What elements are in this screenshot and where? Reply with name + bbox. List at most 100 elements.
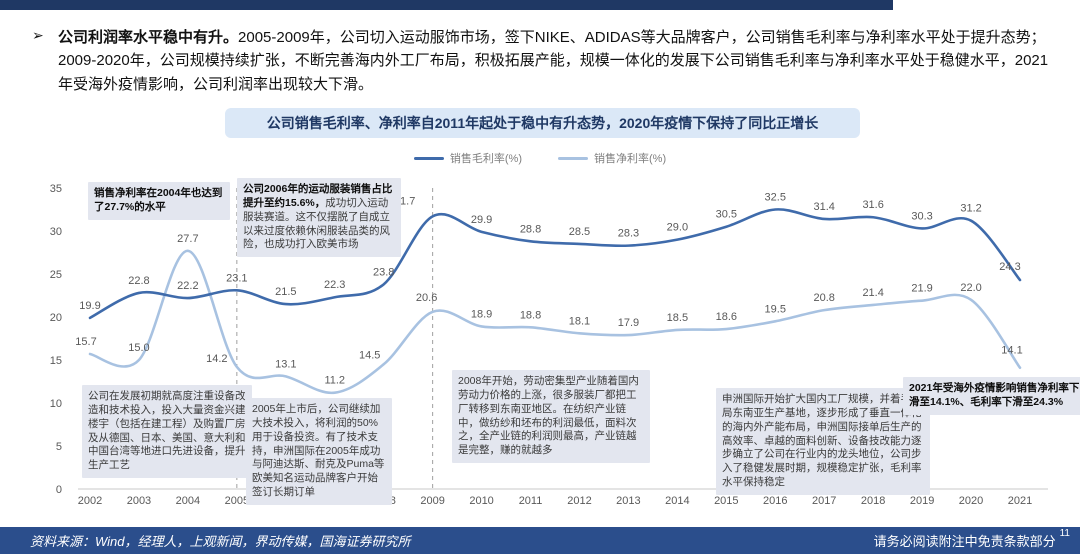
data-label: 17.9 bbox=[618, 317, 639, 329]
annotation-text: 2008年开始，劳动密集型产业随着国内劳动力价格的上涨，很多服装厂都把工厂转移到… bbox=[458, 375, 639, 457]
data-label: 20.8 bbox=[813, 292, 834, 304]
x-tick-label: 2020 bbox=[959, 495, 983, 507]
annotation-2008-industry-shift: 2008年开始，劳动密集型产业随着国内劳动力价格的上涨，很多服装厂都把工厂转移到… bbox=[452, 370, 650, 464]
x-tick-label: 2004 bbox=[176, 495, 200, 507]
x-tick-label: 2012 bbox=[567, 495, 591, 507]
legend-item-net-margin: 销售净利率(%) bbox=[558, 150, 666, 166]
data-label: 18.9 bbox=[471, 308, 492, 320]
x-tick-label: 2009 bbox=[420, 495, 444, 507]
data-label: 14.5 bbox=[359, 349, 380, 361]
bullet-arrow-icon: ➢ bbox=[32, 27, 44, 43]
data-label: 28.8 bbox=[520, 223, 541, 235]
x-tick-label: 2014 bbox=[665, 495, 689, 507]
margin-trend-chart: 0510152025303520022003200420052006200720… bbox=[0, 170, 1080, 520]
data-label: 32.5 bbox=[765, 192, 786, 204]
annotation-2006-sportswear: 公司2006年的运动服装销售占比提升至约15.6%，成功切入运动服装赛道。这不仅… bbox=[237, 178, 401, 258]
data-label: 21.4 bbox=[862, 287, 883, 299]
data-label: 29.9 bbox=[471, 214, 492, 226]
y-tick-label: 5 bbox=[56, 441, 62, 453]
annotation-text: 2021年受海外疫情影响销售净利率下滑至14.1%、毛利率下滑至24.3% bbox=[909, 382, 1080, 408]
annotation-2004-net-peak: 销售净利率在2004年也达到了27.7%的水平 bbox=[88, 182, 230, 220]
x-tick-label: 2002 bbox=[78, 495, 102, 507]
data-label: 15.0 bbox=[128, 342, 149, 354]
data-label: 19.5 bbox=[765, 303, 786, 315]
annotation-text: 公司在发展初期就高度注重设备改造和技术投入，投入大量资金兴建楼宇（包括在建工程）… bbox=[88, 390, 246, 472]
data-label: 15.7 bbox=[75, 336, 96, 348]
data-label: 22.2 bbox=[177, 280, 198, 292]
x-tick-label: 2019 bbox=[910, 495, 934, 507]
top-accent-bar bbox=[0, 0, 893, 10]
data-label: 22.0 bbox=[960, 282, 981, 294]
page-footer: 资料来源：Wind，经理人，上观新闻，界动传媒，国海证券研究所 请务必阅读附注中… bbox=[0, 527, 1080, 554]
gross-margin-line bbox=[88, 208, 1022, 320]
x-tick-label: 2021 bbox=[1008, 495, 1032, 507]
x-tick-label: 2015 bbox=[714, 495, 738, 507]
data-label: 20.6 bbox=[416, 292, 437, 304]
data-label: 11.2 bbox=[324, 375, 345, 387]
data-label: 23.8 bbox=[373, 266, 394, 278]
data-label: 19.9 bbox=[79, 300, 100, 312]
y-tick-label: 25 bbox=[50, 269, 62, 281]
data-label: 31.4 bbox=[813, 201, 834, 213]
y-tick-label: 20 bbox=[50, 312, 62, 324]
data-label: 18.8 bbox=[520, 309, 541, 321]
x-tick-label: 2017 bbox=[812, 495, 836, 507]
y-tick-label: 15 bbox=[50, 355, 62, 367]
x-tick-label: 2003 bbox=[127, 495, 151, 507]
annotation-text: 公司2006年的运动服装销售占比提升至约15.6%， bbox=[243, 183, 393, 209]
data-label: 21.5 bbox=[275, 286, 296, 298]
legend-item-gross-margin: 销售毛利率(%) bbox=[413, 150, 522, 166]
x-tick-label: 2013 bbox=[616, 495, 640, 507]
data-label: 18.5 bbox=[667, 312, 688, 324]
annotation-2021-covid-impact: 2021年受海外疫情影响销售净利率下滑至14.1%、毛利率下滑至24.3% bbox=[903, 377, 1080, 415]
y-tick-label: 35 bbox=[50, 183, 62, 195]
y-tick-label: 10 bbox=[50, 398, 62, 410]
disclaimer-note: 请务必阅读附注中免责条款部分 bbox=[873, 534, 1056, 549]
data-label: 30.3 bbox=[911, 210, 932, 222]
annotation-text: 2005年上市后，公司继续加大技术投入，将利润的50%用于设备投资。有了技术支持… bbox=[252, 403, 385, 499]
annotation-text: 销售净利率在2004年也达到了27.7%的水平 bbox=[94, 187, 223, 213]
x-tick-label: 2011 bbox=[519, 495, 543, 507]
data-label: 21.9 bbox=[911, 283, 932, 295]
x-tick-label: 2005 bbox=[225, 495, 249, 507]
y-tick-label: 0 bbox=[56, 484, 62, 496]
x-tick-label: 2010 bbox=[469, 495, 493, 507]
data-label: 18.1 bbox=[569, 315, 590, 327]
data-label: 27.7 bbox=[177, 233, 198, 245]
legend-label-gross-margin: 销售毛利率(%) bbox=[449, 153, 522, 165]
annotation-capacity-expansion: 申洲国际开始扩大国内工厂规模，并着手布局东南亚生产基地，逐步形成了垂直一体化的海… bbox=[716, 388, 930, 496]
net-margin-line-swatch bbox=[558, 156, 588, 160]
net-margin-line bbox=[88, 249, 1022, 395]
y-tick-label: 30 bbox=[50, 226, 62, 238]
data-label: 24.3 bbox=[999, 261, 1020, 273]
data-label: 14.1 bbox=[1001, 345, 1022, 357]
data-label: 22.8 bbox=[128, 275, 149, 287]
data-label: 28.3 bbox=[618, 228, 639, 240]
data-label: 18.6 bbox=[716, 311, 737, 323]
data-label: 23.1 bbox=[226, 272, 247, 284]
chart-title: 公司销售毛利率、净利率自2011年起处于稳中有升态势，2020年疫情下保持了同比… bbox=[225, 108, 860, 138]
page-number: 11 bbox=[1059, 528, 1070, 539]
intro-lead: 公司利润率水平稳中有升。 bbox=[58, 29, 239, 46]
annotation-text: 成功切入运动服装赛道。这不仅摆脱了自成立以来过度依赖休闲服装品类的风险，也成功打… bbox=[243, 196, 390, 251]
intro-paragraph: 公司利润率水平稳中有升。2005-2009年，公司切入运动服饰市场，签下NIKE… bbox=[58, 26, 1062, 96]
data-label: 28.5 bbox=[569, 226, 590, 238]
x-tick-label: 2016 bbox=[763, 495, 787, 507]
data-label: 31.6 bbox=[862, 199, 883, 211]
intro-body: 2005-2009年，公司切入运动服饰市场，签下NIKE、ADIDAS等大品牌客… bbox=[58, 29, 1049, 93]
x-tick-label: 2018 bbox=[861, 495, 885, 507]
data-label: 13.1 bbox=[275, 358, 296, 370]
legend-label-net-margin: 销售净利率(%) bbox=[594, 153, 667, 165]
chart-canvas: 0510152025303520022003200420052006200720… bbox=[50, 183, 1048, 507]
annotation-text: 申洲国际开始扩大国内工厂规模，并着手布局东南亚生产基地，逐步形成了垂直一体化的海… bbox=[722, 393, 922, 489]
data-label: 22.3 bbox=[324, 279, 345, 291]
chart-legend: 销售毛利率(%) 销售净利率(%) bbox=[0, 150, 1080, 166]
annotation-2005-ipo: 2005年上市后，公司继续加大技术投入，将利润的50%用于设备投资。有了技术支持… bbox=[246, 398, 392, 506]
data-label: 30.5 bbox=[716, 209, 737, 221]
annotation-early-equipment: 公司在发展初期就高度注重设备改造和技术投入，投入大量资金兴建楼宇（包括在建工程）… bbox=[82, 385, 252, 479]
data-label: 14.2 bbox=[206, 353, 227, 365]
source-note: 资料来源：Wind，经理人，上观新闻，界动传媒，国海证券研究所 bbox=[30, 534, 411, 549]
gross-margin-line-swatch bbox=[413, 156, 444, 160]
data-label: 29.0 bbox=[667, 222, 688, 234]
